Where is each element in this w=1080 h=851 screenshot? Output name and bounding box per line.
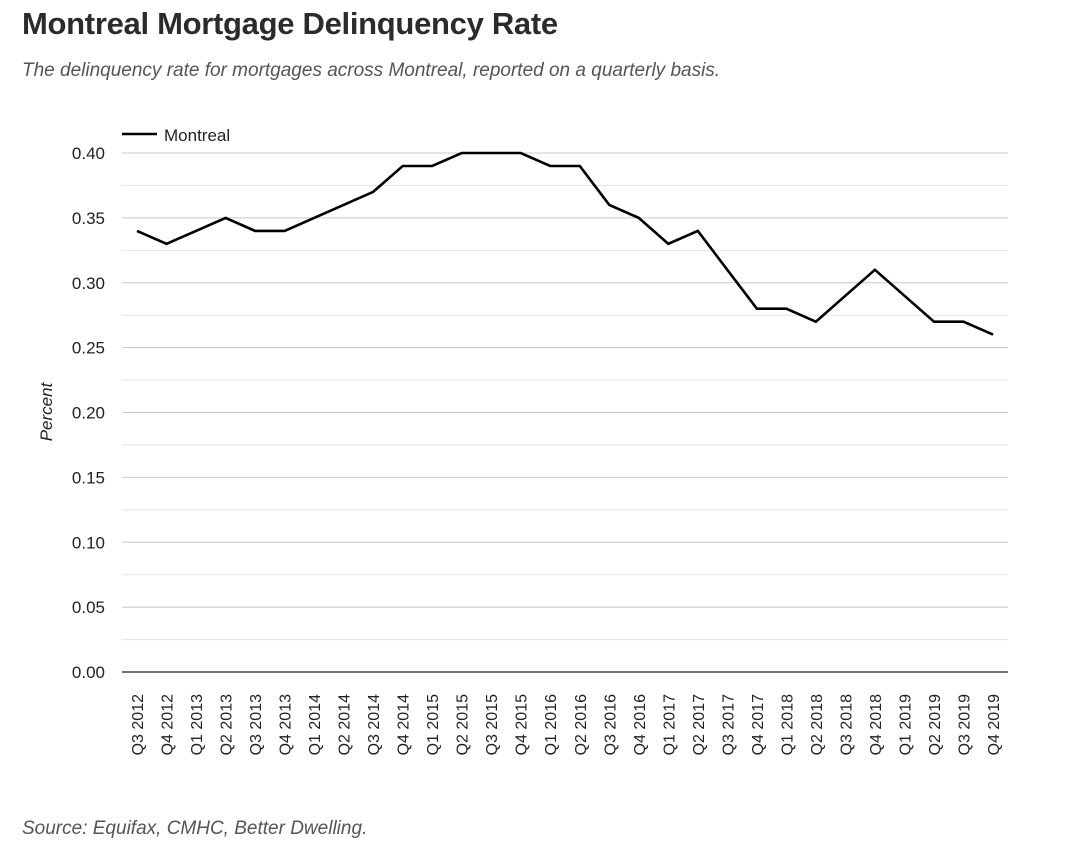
x-tick-label: Q2 2017 <box>691 694 708 755</box>
x-tick-label: Q3 2017 <box>720 694 737 755</box>
x-tick-label: Q1 2018 <box>779 694 796 755</box>
x-tick-label: Q2 2016 <box>573 694 590 755</box>
x-tick-label: Q3 2014 <box>366 694 383 755</box>
y-axis-ticks: 0.00 0.05 0.10 0.15 0.20 0.25 0.30 0.35 0.40 <box>72 144 105 682</box>
x-tick-label: Q2 2018 <box>809 694 826 755</box>
x-tick-label: Q3 2012 <box>130 694 147 755</box>
y-tick-label: 0.40 <box>72 144 105 163</box>
legend-label-montreal: Montreal <box>164 126 230 145</box>
chart-title: Montreal Mortgage Delinquency Rate <box>22 6 558 41</box>
y-tick-label: 0.10 <box>72 533 105 552</box>
y-tick-label: 0.05 <box>72 598 105 617</box>
x-tick-label: Q1 2014 <box>307 694 324 755</box>
y-tick-label: 0.15 <box>72 468 105 487</box>
x-tick-label: Q3 2013 <box>248 694 265 755</box>
legend: Montreal <box>122 126 230 145</box>
x-tick-label: Q3 2016 <box>602 694 619 755</box>
y-tick-label: 0.00 <box>72 663 105 682</box>
y-tick-label: 0.30 <box>72 274 105 293</box>
y-axis-label: Percent <box>37 381 56 441</box>
x-tick-label: Q4 2015 <box>514 694 531 755</box>
y-tick-label: 0.25 <box>72 339 105 358</box>
y-tick-label: 0.35 <box>72 209 105 228</box>
x-tick-label: Q4 2013 <box>278 694 295 755</box>
source-note: Source: Equifax, CMHC, Better Dwelling. <box>22 818 368 839</box>
x-tick-label: Q4 2017 <box>750 694 767 755</box>
x-tick-label: Q1 2019 <box>897 694 914 755</box>
x-tick-label: Q1 2015 <box>425 694 442 755</box>
x-tick-label: Q3 2018 <box>838 694 855 755</box>
series-line-montreal <box>136 151 994 336</box>
x-tick-label: Q4 2018 <box>868 694 885 755</box>
x-axis-ticks: Q3 2012 Q4 2012 Q1 2013 Q2 2013 Q3 2013 Q4 20… <box>130 694 1003 755</box>
x-tick-label: Q4 2012 <box>160 694 177 755</box>
x-tick-label: Q1 2013 <box>189 694 206 755</box>
x-tick-label: Q1 2017 <box>661 694 678 755</box>
x-tick-label: Q3 2015 <box>484 694 501 755</box>
x-tick-label: Q4 2016 <box>632 694 649 755</box>
x-tick-label: Q2 2013 <box>219 694 236 755</box>
x-tick-label: Q4 2014 <box>396 694 413 755</box>
x-tick-label: Q2 2015 <box>455 694 472 755</box>
x-tick-label: Q3 2019 <box>956 694 973 755</box>
x-tick-label: Q1 2016 <box>543 694 560 755</box>
x-tick-label: Q2 2019 <box>927 694 944 755</box>
y-tick-label: 0.20 <box>72 404 105 423</box>
x-tick-label: Q2 2014 <box>337 694 354 755</box>
series-lines <box>136 151 994 336</box>
chart-subtitle: The delinquency rate for mortgages acros… <box>22 60 721 81</box>
x-tick-label: Q4 2019 <box>986 694 1003 755</box>
